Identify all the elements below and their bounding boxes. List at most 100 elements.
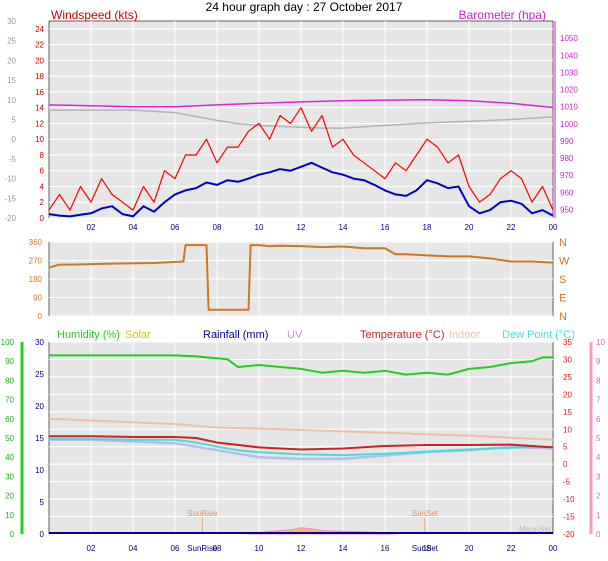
temperature-tick-label: 10 — [563, 425, 572, 434]
wind-x-tick-label: 10 — [255, 223, 264, 232]
uv-tick-label: 3 — [596, 472, 601, 481]
uv-tick-label: 1 — [596, 511, 601, 520]
legend-entry: Temperature (°C) — [360, 329, 444, 341]
temp-x-tick-label: 16 — [381, 544, 390, 553]
barometer-tick-label: 1040 — [560, 51, 578, 60]
windspeed-tick-label: 14 — [35, 104, 44, 113]
uv-tick-label: 0 — [596, 530, 601, 539]
windspeed-tick-label: 4 — [40, 182, 45, 191]
temp-x-tick-label: 18 — [423, 544, 432, 553]
temp-x-tick-label: 14 — [339, 544, 348, 553]
compass-tick-label: N — [559, 311, 567, 323]
wind-x-tick-label: 16 — [381, 223, 390, 232]
wind-direction-line — [48, 244, 554, 311]
windspeed-tick-label: 10 — [35, 135, 44, 144]
direction-tick-label: 180 — [29, 275, 43, 284]
legend-entry: Rainfall (mm) — [203, 329, 268, 341]
page-title: 24 hour graph day : 27 October 2017 — [206, 0, 403, 14]
temperature-tick-label: -5 — [563, 478, 571, 487]
humidity-tick-label: 80 — [5, 376, 14, 385]
humidity-tick-label: 100 — [1, 338, 15, 347]
uv-tick-label: 8 — [596, 376, 601, 385]
temperature-tick-label: 20 — [563, 390, 572, 399]
humidity-tick-label: 70 — [5, 396, 14, 405]
windspeed-tick-label: 18 — [35, 72, 44, 81]
wind-x-tick-label: 04 — [129, 223, 138, 232]
windspeed-tick-label: 8 — [40, 151, 45, 160]
solar-tick-label: 20 — [35, 402, 44, 411]
temperature-tick-label: 35 — [563, 338, 572, 347]
solar-tick-label: 5 — [40, 498, 45, 507]
uv-tick-label: 6 — [596, 415, 601, 424]
legend-entry: UV — [287, 329, 303, 341]
secondary-tick-label: -5 — [9, 155, 17, 164]
wind-x-tick-label: 12 — [297, 223, 306, 232]
temperature-tick-label: 0 — [563, 460, 568, 469]
humidity-tick-label: 90 — [5, 357, 14, 366]
uv-tick-label: 2 — [596, 492, 601, 501]
wind-x-tick-label: 22 — [507, 223, 516, 232]
temp-x-tick-label: 10 — [255, 544, 264, 553]
secondary-tick-label: 30 — [7, 17, 16, 26]
barometer-tick-label: 960 — [560, 188, 574, 197]
barometer-tick-label: 1010 — [560, 103, 578, 112]
windspeed-tick-label: 2 — [40, 198, 45, 207]
secondary-tick-label: -20 — [4, 214, 16, 223]
compass-tick-label: E — [559, 293, 566, 305]
moonset-label: MoonSet — [519, 525, 552, 534]
secondary-tick-label: 15 — [7, 76, 16, 85]
temperature-tick-label: 5 — [563, 443, 568, 452]
barometer-axis-title: Barometer (hpa) — [459, 8, 546, 22]
temperature-tick-label: -10 — [563, 495, 575, 504]
windspeed-tick-label: 16 — [35, 88, 44, 97]
humidity-tick-label: 0 — [10, 530, 15, 539]
temp-x-tick-label: 04 — [129, 544, 138, 553]
humidity-tick-label: 10 — [5, 511, 14, 520]
uv-tick-label: 10 — [596, 338, 605, 347]
solar-tick-label: 30 — [35, 338, 44, 347]
temperature-tick-label: 30 — [563, 355, 572, 364]
temperature-line — [49, 435, 554, 451]
compass-tick-label: N — [559, 237, 567, 249]
direction-tick-label: 0 — [38, 312, 43, 321]
uv-tick-label: 7 — [596, 396, 601, 405]
barometer-line — [48, 99, 554, 109]
wind-x-tick-label: 20 — [465, 223, 474, 232]
wind-x-tick-label: 00 — [549, 223, 558, 232]
solar-tick-label: 25 — [35, 370, 44, 379]
barometer-tick-label: 1030 — [560, 68, 578, 77]
uv-tick-label: 5 — [596, 434, 601, 443]
sunset-label: SunSet — [412, 509, 439, 518]
secondary-tick-label: -15 — [4, 194, 16, 203]
secondary-tick-label: 0 — [12, 135, 17, 144]
temp-x-tick-label: SunRise — [187, 544, 218, 553]
wind-x-tick-label: 02 — [87, 223, 96, 232]
temperature-tick-label: 25 — [563, 373, 572, 382]
legend-entry: Indoor — [449, 329, 481, 341]
uv-tick-label: 4 — [596, 453, 601, 462]
temp-x-tick-label: 08 — [213, 544, 222, 553]
barometer-tick-label: 1000 — [560, 120, 578, 129]
legend-entry: Solar — [125, 329, 151, 341]
indoor-temp-line — [48, 417, 554, 441]
barometer-tick-label: 980 — [560, 154, 574, 163]
solar-tick-label: 10 — [35, 466, 44, 475]
windspeed-axis-title: Windspeed (kts) — [51, 8, 138, 22]
humidity-line — [49, 354, 553, 376]
secondary-tick-label: 20 — [7, 56, 16, 65]
temp-x-tick-label: 22 — [507, 544, 516, 553]
temperature-tick-label: 15 — [563, 408, 572, 417]
direction-tick-label: 90 — [33, 294, 42, 303]
windspeed-line — [48, 107, 554, 211]
solar-tick-label: 0 — [40, 530, 45, 539]
temperature-tick-label: -15 — [563, 513, 575, 522]
wind-x-tick-label: 06 — [171, 223, 180, 232]
direction-tick-label: 360 — [29, 238, 43, 247]
temp-x-tick-label: 06 — [171, 544, 180, 553]
compass-tick-label: W — [559, 256, 570, 268]
temp-x-tick-label: SunSet — [412, 544, 439, 553]
baro-secondary-line — [49, 109, 554, 129]
windspeed-tick-label: 24 — [35, 25, 44, 34]
temp-x-tick-label: 00 — [549, 544, 558, 553]
